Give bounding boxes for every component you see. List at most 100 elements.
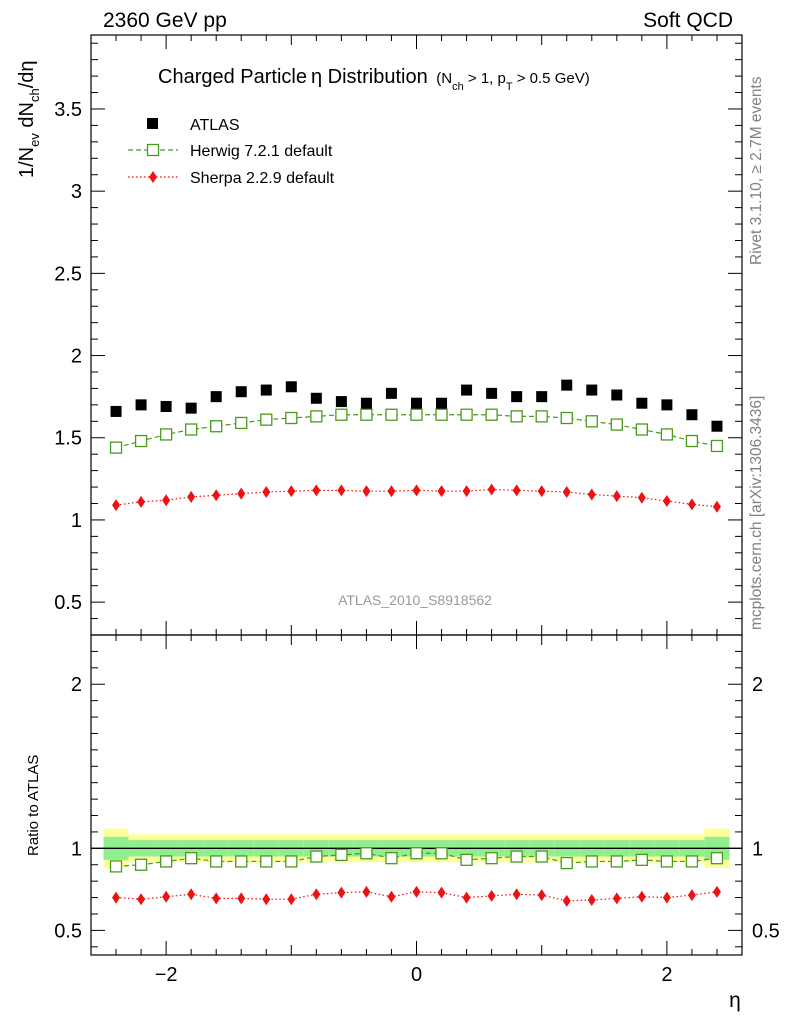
- analysis-id-watermark: ATLAS_2010_S8918562: [338, 592, 492, 608]
- herwig-point: [410, 408, 423, 421]
- herwig-point: [460, 408, 473, 421]
- sherpa-point: [312, 484, 321, 497]
- sherpa-point: [562, 894, 571, 907]
- herwig-point: [435, 847, 448, 860]
- sherpa-point: [287, 485, 296, 498]
- atlas-point: [461, 384, 473, 396]
- rivet-version-label: Rivet 3.1.10, ≥ 2.7M events: [748, 76, 765, 265]
- sherpa-point: [362, 885, 371, 898]
- main-y-axis-ticks: 0.5 1 1.5 2 2.5 3 3.5: [54, 42, 742, 636]
- herwig-point: [260, 413, 273, 426]
- herwig-point: [585, 855, 598, 868]
- ratio-y-axis-ticks: 0.5 0.5 1 1 2 2: [54, 650, 780, 948]
- atlas-point: [185, 402, 197, 414]
- ratio-y-tick-label: 1: [71, 838, 82, 860]
- herwig-point: [159, 855, 173, 868]
- atlas-point: [335, 396, 347, 408]
- x-tick-label: 2: [661, 964, 672, 986]
- ratio-y-tick-label-right: 0.5: [752, 920, 780, 942]
- atlas-point: [511, 391, 523, 403]
- y-tick-label: 3.5: [54, 99, 82, 121]
- atlas-point: [686, 409, 698, 421]
- sherpa-point: [462, 485, 471, 498]
- atlas-point: [411, 397, 422, 409]
- sherpa-point: [587, 488, 596, 501]
- ratio-panel-frame: [90, 634, 743, 956]
- header-left-label: 2360 GeV pp: [103, 9, 227, 32]
- legend-atlas-label: ATLAS: [190, 117, 240, 134]
- sherpa-point: [212, 489, 221, 502]
- sherpa-point: [662, 891, 671, 904]
- herwig-point: [635, 853, 648, 866]
- atlas-point: [235, 386, 247, 398]
- atlas-point: [536, 391, 548, 403]
- sherpa-point: [687, 889, 696, 902]
- sherpa-point: [387, 890, 396, 903]
- herwig-point: [385, 408, 398, 421]
- sherpa-point: [187, 490, 196, 503]
- sherpa-point: [137, 495, 146, 508]
- sherpa-point: [287, 893, 296, 906]
- ratio-y-tick-label: 2: [71, 674, 82, 696]
- legend-atlas-marker: [147, 118, 158, 129]
- sherpa-point: [687, 498, 696, 511]
- herwig-point: [109, 860, 123, 873]
- x-axis-ticks: −2 0 2: [90, 35, 743, 986]
- atlas-point: [360, 397, 372, 409]
- sherpa-point: [637, 491, 646, 504]
- sherpa-point: [412, 885, 421, 898]
- sherpa-point: [437, 886, 446, 899]
- herwig-point: [159, 428, 173, 441]
- sherpa-point: [112, 891, 121, 904]
- x-tick-label: 0: [411, 964, 422, 986]
- sherpa-point: [487, 483, 496, 496]
- herwig-point: [335, 408, 348, 421]
- herwig-point: [210, 420, 223, 433]
- herwig-point: [235, 855, 248, 868]
- herwig-point: [134, 858, 148, 871]
- y-tick-label: 2: [71, 346, 82, 368]
- atlas-point: [661, 399, 673, 411]
- herwig-point: [185, 852, 198, 865]
- atlas-point: [636, 397, 648, 409]
- herwig-point: [710, 439, 724, 453]
- herwig-point: [410, 847, 423, 860]
- sherpa-point: [512, 484, 521, 497]
- herwig-point: [360, 847, 373, 860]
- herwig-point: [134, 434, 148, 448]
- sherpa-point: [312, 888, 321, 901]
- sherpa-point: [162, 890, 171, 903]
- sherpa-point: [337, 886, 346, 899]
- herwig-point: [460, 853, 473, 866]
- ratio-y-tick-label-right: 1: [752, 838, 763, 860]
- sherpa-point: [487, 889, 496, 902]
- herwig-point: [660, 428, 674, 441]
- x-axis-label: η: [729, 989, 741, 1012]
- herwig-point: [535, 850, 548, 863]
- herwig-point: [535, 410, 548, 423]
- ratio-sherpa-points: [112, 885, 721, 907]
- sherpa-point: [512, 888, 521, 901]
- ratio-y-tick-label: 0.5: [54, 920, 82, 942]
- main-panel-frame: [90, 34, 743, 636]
- sherpa-point: [362, 485, 371, 498]
- atlas-point: [135, 399, 147, 411]
- herwig-point: [260, 855, 273, 868]
- herwig-point: [285, 411, 298, 425]
- herwig-point: [660, 855, 674, 868]
- atlas-point: [160, 401, 172, 413]
- ratio-y-axis-label: Ratio to ATLAS: [25, 755, 42, 856]
- ratio-y-tick-label-right: 2: [752, 674, 763, 696]
- sherpa-point: [462, 891, 471, 904]
- herwig-point: [610, 855, 623, 868]
- sherpa-point: [437, 485, 446, 498]
- herwig-point: [560, 856, 573, 870]
- sherpa-point: [412, 484, 421, 497]
- atlas-point: [260, 384, 272, 396]
- herwig-point: [560, 411, 573, 425]
- legend-sherpa-label: Sherpa 2.2.9 default: [190, 170, 335, 187]
- sherpa-point: [662, 495, 671, 508]
- herwig-points: [109, 408, 724, 454]
- atlas-point: [436, 397, 448, 409]
